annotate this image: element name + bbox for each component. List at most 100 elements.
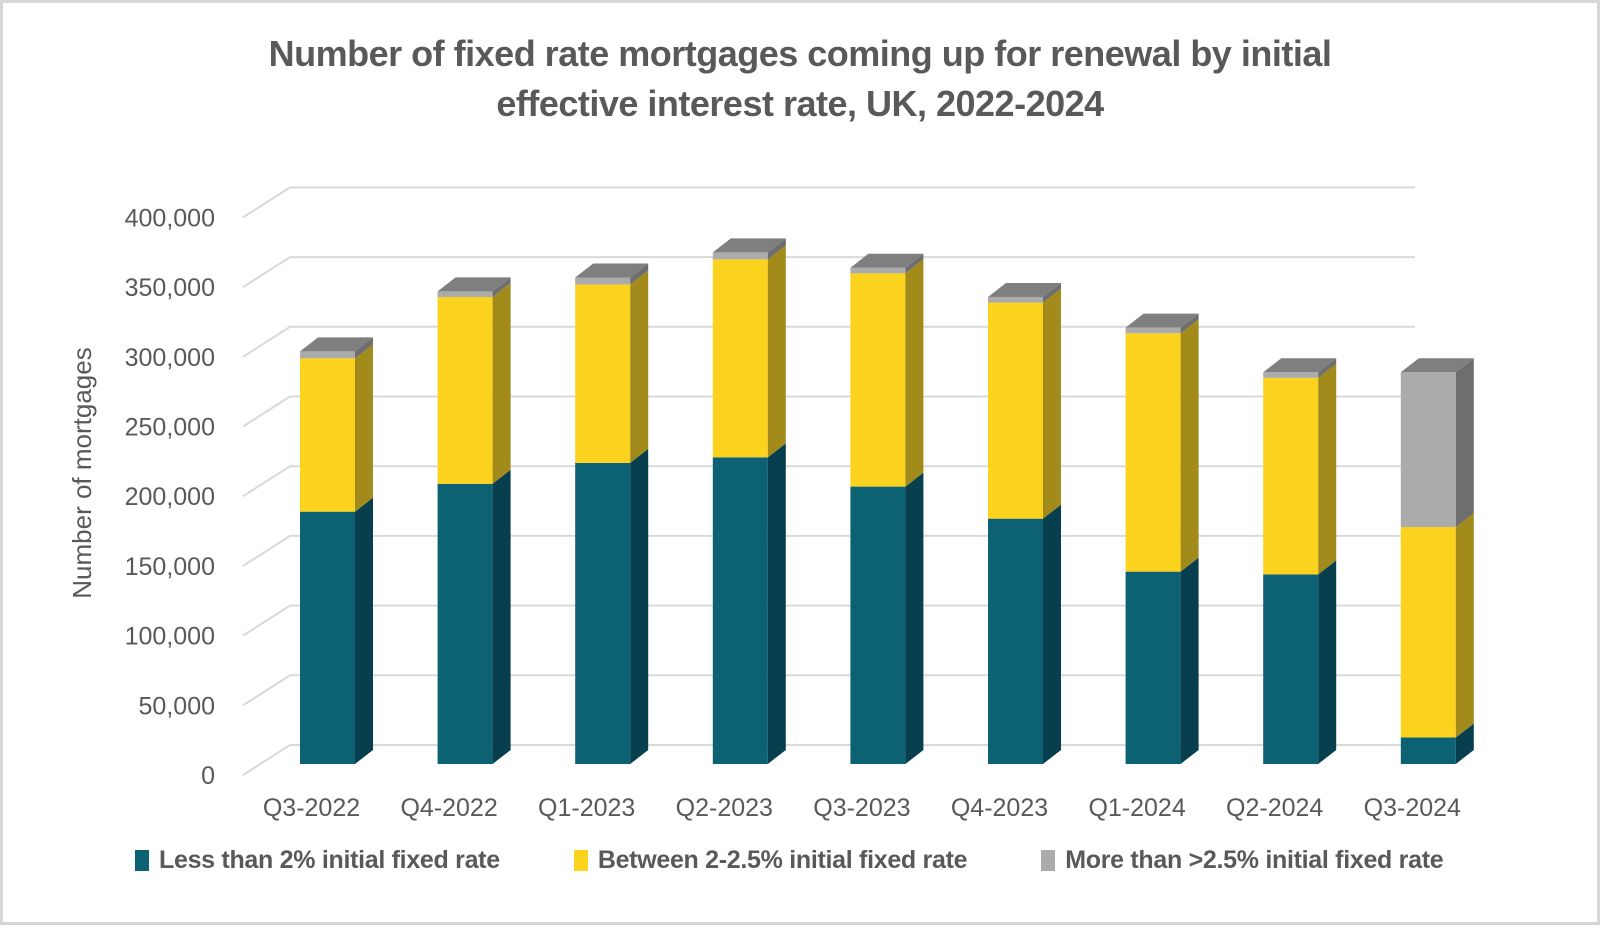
bar-segment-front (437, 297, 493, 484)
bar-segment-side (492, 283, 511, 484)
y-tick-label: 50,000 (139, 692, 215, 720)
bar-segment-side (1455, 358, 1474, 528)
bar-segment-top (850, 253, 924, 268)
bar-segment-front (712, 252, 768, 260)
bar-segment-front (1263, 377, 1319, 575)
bar-segment-front (1400, 737, 1456, 764)
gridline (242, 186, 1415, 219)
bar-segment-side (1318, 560, 1337, 764)
legend-swatch-icon (135, 850, 149, 871)
legend-label: More than >2.5% initial fixed rate (1065, 846, 1444, 874)
bar-segment-side (767, 245, 786, 458)
bar-segment-top (1400, 358, 1474, 373)
x-tick-label: Q4-2022 (400, 794, 497, 822)
bar-segment-top (1263, 358, 1337, 373)
bar-segment-top (300, 337, 373, 352)
bar-segment-front (300, 511, 355, 764)
y-tick-label: 350,000 (125, 274, 215, 302)
legend-swatch-icon (1041, 850, 1056, 871)
bar-segment-front (1400, 527, 1456, 738)
y-tick-label: 200,000 (125, 483, 215, 511)
bar-segment-front (712, 259, 768, 458)
bar-segment-front (1125, 571, 1181, 764)
bar-segment-side (1180, 319, 1199, 572)
bar-segment-side (630, 263, 649, 285)
bar-segment-side (355, 497, 373, 764)
y-tick-label: 400,000 (125, 204, 215, 232)
chart-title: Number of fixed rate mortgages coming up… (3, 29, 1597, 129)
bar-segment-side (905, 472, 924, 764)
bar-segment-side (355, 337, 373, 359)
gridline (242, 465, 1415, 498)
bar-segment-top (437, 277, 511, 292)
bar-segment-side (1043, 288, 1061, 519)
bar-segment-front (850, 267, 906, 274)
bar-segment-side (1180, 557, 1199, 764)
legend-item: More than >2.5% initial fixed rate (1041, 846, 1444, 875)
y-tick-label: 300,000 (125, 344, 215, 372)
bar-segment-side (767, 443, 786, 764)
bar-segment-side (630, 448, 649, 764)
y-tick-label: 100,000 (125, 623, 215, 651)
bar-segment-side (1043, 283, 1061, 303)
bar-segment-front (1263, 372, 1319, 378)
bar-segment-front (300, 351, 355, 359)
y-tick-label: 250,000 (125, 414, 215, 442)
bar-segment-side (905, 253, 924, 274)
bar-segment-front (1400, 372, 1456, 528)
bar-segment-side (1318, 363, 1337, 575)
bar-segment-front (575, 284, 631, 463)
bar-segment-front (1263, 574, 1319, 764)
bar-segment-top (988, 283, 1061, 298)
bar-segment-front (712, 457, 768, 764)
gridline (242, 534, 1415, 567)
x-tick-label: Q1-2024 (1088, 794, 1185, 822)
bar-segment-front (850, 273, 906, 487)
gridline (242, 325, 1415, 358)
x-tick-label: Q3-2023 (813, 794, 910, 822)
bar-segment-side (630, 270, 649, 463)
legend-item: Less than 2% initial fixed rate (135, 846, 500, 875)
bar-segment-side (1318, 358, 1337, 378)
bar-segment-side (1455, 513, 1474, 738)
bar-segment-front (1125, 327, 1181, 334)
bar-segment-front (1125, 333, 1181, 572)
y-axis-title: Number of mortgages (67, 347, 97, 598)
bar-segment-front (988, 518, 1043, 764)
chart-title-line1: Number of fixed rate mortgages coming up… (268, 33, 1332, 74)
chart-title-line2: effective interest rate, UK, 2022-2024 (496, 83, 1104, 124)
bar-segment-side (1180, 313, 1199, 334)
legend: Less than 2% initial fixed rate Between 2… (3, 846, 1597, 875)
x-tick-label: Q3-2022 (263, 794, 360, 822)
bar-segment-side (1043, 504, 1061, 764)
x-tick-label: Q4-2023 (951, 794, 1048, 822)
bar-segment-front (437, 291, 493, 298)
bar-segment-front (988, 302, 1043, 519)
bar-segment-side (1455, 723, 1474, 764)
gridline (242, 674, 1415, 707)
plot-area: 0 50,000 100,000 150,000 200,000 250,000 300,0… (67, 186, 1474, 822)
bar-segment-side (905, 259, 924, 487)
gridline (242, 395, 1415, 428)
gridline (242, 744, 1415, 776)
x-tick-label: Q2-2023 (676, 794, 773, 822)
bar-segment-side (492, 469, 511, 764)
bar-segment-side (767, 238, 786, 260)
bar-segment-front (575, 277, 631, 285)
bar-segment-front (300, 358, 355, 512)
legend-item: Between 2-2.5% initial fixed rate (573, 846, 968, 875)
bar-segment-top (1125, 313, 1199, 328)
legend-swatch-icon (573, 850, 588, 871)
legend-label: Between 2-2.5% initial fixed rate (597, 846, 968, 874)
gridline (242, 256, 1415, 288)
bar-segment-side (355, 344, 373, 512)
legend-label: Less than 2% initial fixed rate (159, 846, 500, 874)
bar-segment-front (850, 486, 906, 764)
gridline (242, 604, 1415, 637)
bar-segment-front (575, 462, 631, 764)
y-tick-label: 0 (201, 762, 215, 790)
y-tick-label: 150,000 (125, 553, 215, 581)
x-tick-label: Q2-2024 (1226, 794, 1323, 822)
bar-segment-front (988, 297, 1043, 303)
